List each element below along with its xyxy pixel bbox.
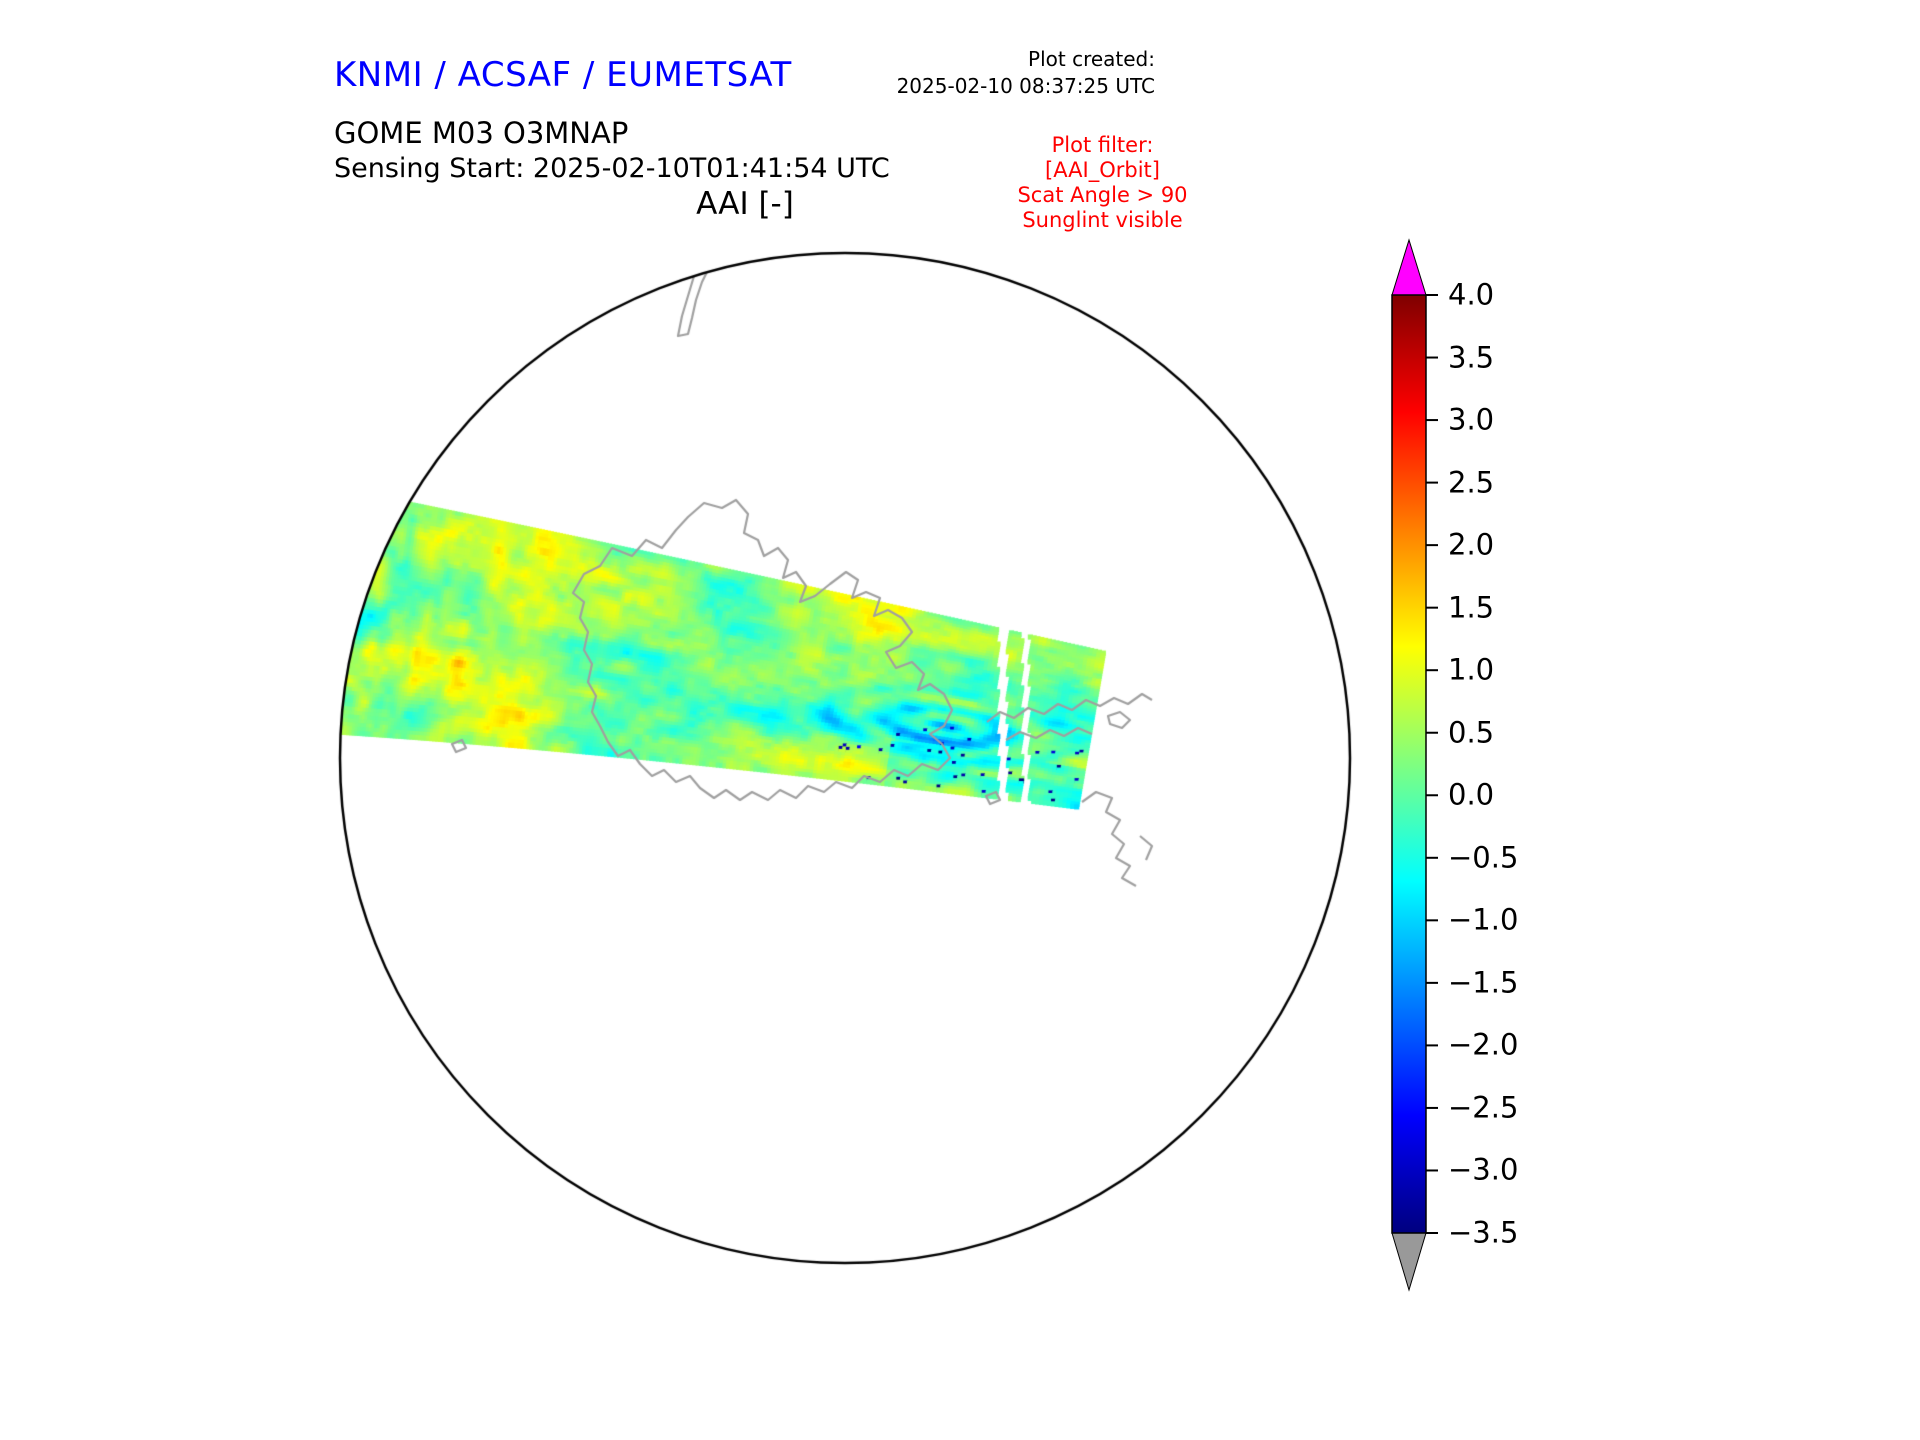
instrument-title: GOME M03 O3MNAP bbox=[334, 116, 629, 150]
plot-filter-line: Sunglint visible bbox=[1022, 208, 1183, 232]
plot-created-label: Plot created: bbox=[1028, 47, 1155, 71]
colorbar-tick-label: −2.0 bbox=[1448, 1027, 1519, 1062]
brand-title: KNMI / ACSAF / EUMETSAT bbox=[334, 55, 792, 95]
colorbar-tick-label: −2.5 bbox=[1448, 1090, 1519, 1125]
colorbar-tick-label: −1.5 bbox=[1448, 965, 1519, 1000]
colorbar-tick-label: −3.0 bbox=[1448, 1152, 1519, 1187]
sensing-start-text: Sensing Start: 2025-02-10T01:41:54 UTC bbox=[334, 153, 890, 184]
colorbar-tick-label: −1.0 bbox=[1448, 902, 1519, 937]
colorbar: 4.0 3.5 3.0 2.5 2.0 1.5 1.0 0.5 0.0 −0.5 −1.0 −1.5 −… bbox=[1384, 234, 1644, 1304]
plot-filter-line: Scat Angle > 90 bbox=[1017, 183, 1188, 207]
colorbar-over-arrow bbox=[1391, 238, 1427, 296]
colorbar-tick-label: 0.5 bbox=[1448, 715, 1495, 750]
plot-filter-block: Plot filter: [AAI_Orbit] Scat Angle > 90… bbox=[985, 133, 1220, 233]
colorbar-tick-label: 1.5 bbox=[1448, 589, 1495, 624]
colorbar-tick-label: 3.0 bbox=[1448, 402, 1495, 437]
plot-filter-title: Plot filter: bbox=[1051, 133, 1154, 157]
colorbar-tick-label: −3.5 bbox=[1448, 1215, 1519, 1250]
colorbar-tick-label: 0.0 bbox=[1448, 777, 1495, 812]
plot-filter-line: [AAI_Orbit] bbox=[1045, 158, 1160, 182]
colorbar-tick-label: −0.5 bbox=[1448, 840, 1519, 875]
colorbar-tick-label: 3.5 bbox=[1448, 339, 1495, 374]
colorbar-tick-label: 1.0 bbox=[1448, 652, 1495, 687]
colorbar-bar bbox=[1391, 294, 1427, 1234]
plot-title: AAI [-] bbox=[696, 186, 794, 222]
colorbar-tick-label: 4.0 bbox=[1448, 277, 1495, 312]
colorbar-gradient bbox=[1391, 238, 1438, 1292]
colorbar-tick-label: 2.5 bbox=[1448, 464, 1495, 499]
colorbar-tick-label: 2.0 bbox=[1448, 527, 1495, 562]
plot-created-block: Plot created: 2025-02-10 08:37:25 UTC bbox=[897, 46, 1155, 100]
colorbar-under-arrow bbox=[1391, 1232, 1427, 1292]
plot-created-value: 2025-02-10 08:37:25 UTC bbox=[896, 74, 1155, 98]
